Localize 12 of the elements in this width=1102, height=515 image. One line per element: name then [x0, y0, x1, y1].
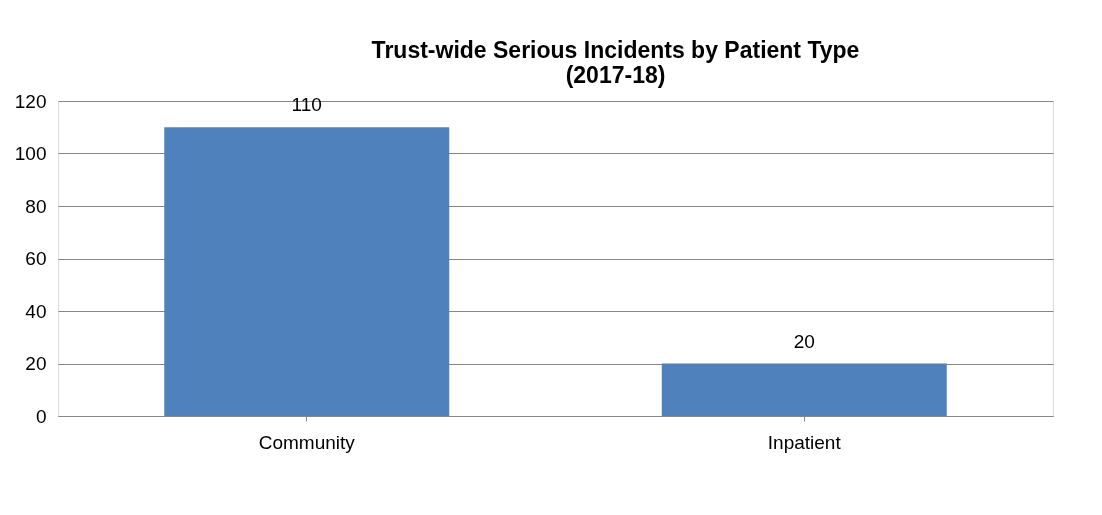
- x-tick-label: Community: [258, 431, 356, 453]
- y-tick-label: 40: [25, 300, 47, 322]
- y-tick-label: 20: [25, 353, 47, 374]
- x-tick-label: Inpatient: [767, 431, 842, 453]
- data-label: 110: [291, 94, 322, 116]
- chart-title: Trust-wide Serious Incidents by Patient Type (2017-18): [371, 37, 860, 88]
- y-tick-label: 60: [25, 248, 47, 269]
- y-tick-label: 80: [25, 195, 47, 217]
- y-tick-label: 120: [14, 90, 47, 112]
- y-tick-label: 100: [14, 143, 47, 164]
- y-tick-label: 0: [35, 405, 47, 427]
- data-label: 20: [793, 330, 815, 352]
